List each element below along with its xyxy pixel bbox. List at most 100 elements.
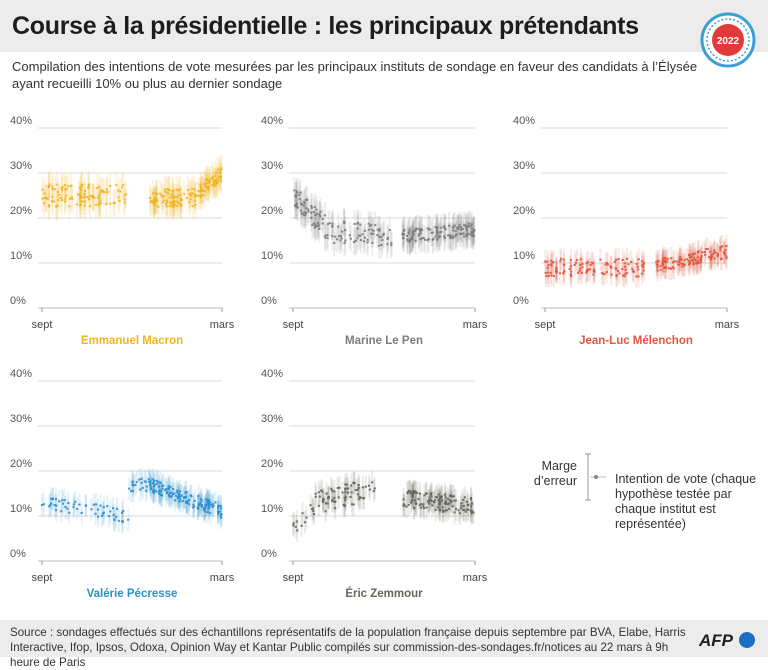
poll-point: [470, 502, 474, 505]
poll-point: [95, 187, 98, 190]
poll-point: [544, 260, 547, 263]
poll-point: [569, 259, 573, 262]
poll-point: [410, 499, 414, 502]
poll-point: [467, 225, 470, 228]
poll-point: [190, 495, 193, 498]
poll-point: [173, 200, 176, 203]
poll-point: [159, 490, 163, 493]
poll-point: [219, 505, 222, 508]
poll-point: [364, 485, 367, 488]
poll-point: [362, 240, 366, 243]
y-tick-label: 10%: [10, 250, 32, 262]
poll-point: [691, 260, 694, 263]
poll-point: [423, 238, 427, 241]
poll-point: [172, 201, 175, 204]
poll-point: [117, 519, 120, 522]
poll-point: [108, 515, 111, 518]
poll-point: [624, 273, 627, 276]
poll-point: [97, 196, 100, 199]
poll-point: [333, 496, 336, 499]
poll-point: [680, 258, 683, 261]
poll-point: [188, 201, 191, 204]
poll-point: [640, 260, 644, 263]
poll-point: [79, 189, 83, 192]
poll-point: [45, 197, 48, 200]
poll-point: [362, 497, 365, 500]
poll-point: [206, 499, 209, 502]
poll-point: [437, 498, 440, 501]
poll-point: [426, 227, 429, 230]
poll-point: [430, 231, 433, 234]
poll-point: [50, 497, 53, 500]
poll-point: [721, 245, 724, 248]
poll-point: [203, 510, 207, 513]
poll-point: [199, 183, 202, 186]
poll-point: [450, 494, 453, 497]
poll-point: [54, 497, 58, 500]
poll-point: [712, 252, 715, 255]
poll-point: [72, 503, 76, 506]
poll-point: [194, 203, 197, 206]
poll-point: [437, 236, 440, 239]
poll-point: [402, 503, 405, 506]
poll-point: [86, 196, 89, 199]
poll-point: [443, 235, 446, 238]
poll-point: [153, 479, 156, 482]
afp-logo-text: AFP: [699, 631, 734, 650]
poll-point: [296, 206, 299, 209]
poll-point: [446, 234, 450, 237]
poll-point: [97, 202, 101, 205]
poll-point: [371, 481, 374, 484]
poll-point: [436, 233, 439, 236]
poll-point: [623, 275, 626, 278]
poll-point: [316, 221, 320, 224]
poll-point: [315, 212, 318, 215]
poll-point: [725, 244, 728, 247]
poll-point: [616, 269, 620, 272]
poll-point: [206, 501, 209, 504]
poll-point: [431, 238, 434, 241]
poll-point: [171, 204, 174, 207]
poll-point: [172, 205, 175, 208]
poll-point: [206, 504, 209, 507]
poll-point: [163, 489, 167, 492]
poll-point: [202, 507, 206, 510]
poll-point: [470, 510, 473, 513]
poll-point: [337, 225, 340, 228]
poll-point: [368, 225, 372, 228]
poll-point: [359, 496, 362, 499]
poll-point: [367, 228, 371, 231]
poll-point: [166, 192, 170, 195]
poll-point: [699, 260, 703, 263]
poll-point: [458, 232, 462, 235]
poll-point: [314, 224, 317, 227]
poll-point: [98, 194, 101, 197]
poll-point: [724, 249, 727, 252]
poll-point: [696, 260, 699, 263]
poll-point: [60, 510, 63, 513]
poll-point: [710, 255, 714, 258]
poll-point: [578, 267, 582, 270]
poll-point: [312, 211, 315, 214]
poll-point: [358, 498, 361, 501]
poll-point: [78, 194, 81, 197]
poll-point: [386, 236, 390, 239]
poll-point: [449, 237, 452, 240]
y-tick-label: 0%: [10, 548, 26, 560]
poll-point: [315, 225, 319, 228]
poll-point: [343, 241, 346, 244]
poll-point: [463, 496, 466, 499]
poll-point: [155, 482, 159, 485]
poll-point: [214, 179, 218, 182]
poll-point: [43, 196, 47, 199]
poll-point: [340, 230, 344, 233]
poll-point: [214, 183, 217, 186]
poll-point: [555, 266, 558, 269]
poll-point: [401, 233, 404, 236]
poll-point: [680, 262, 683, 265]
poll-point: [166, 490, 169, 493]
poll-point: [169, 496, 172, 499]
poll-point: [68, 197, 72, 200]
poll-point: [106, 505, 109, 508]
poll-point: [312, 222, 315, 225]
